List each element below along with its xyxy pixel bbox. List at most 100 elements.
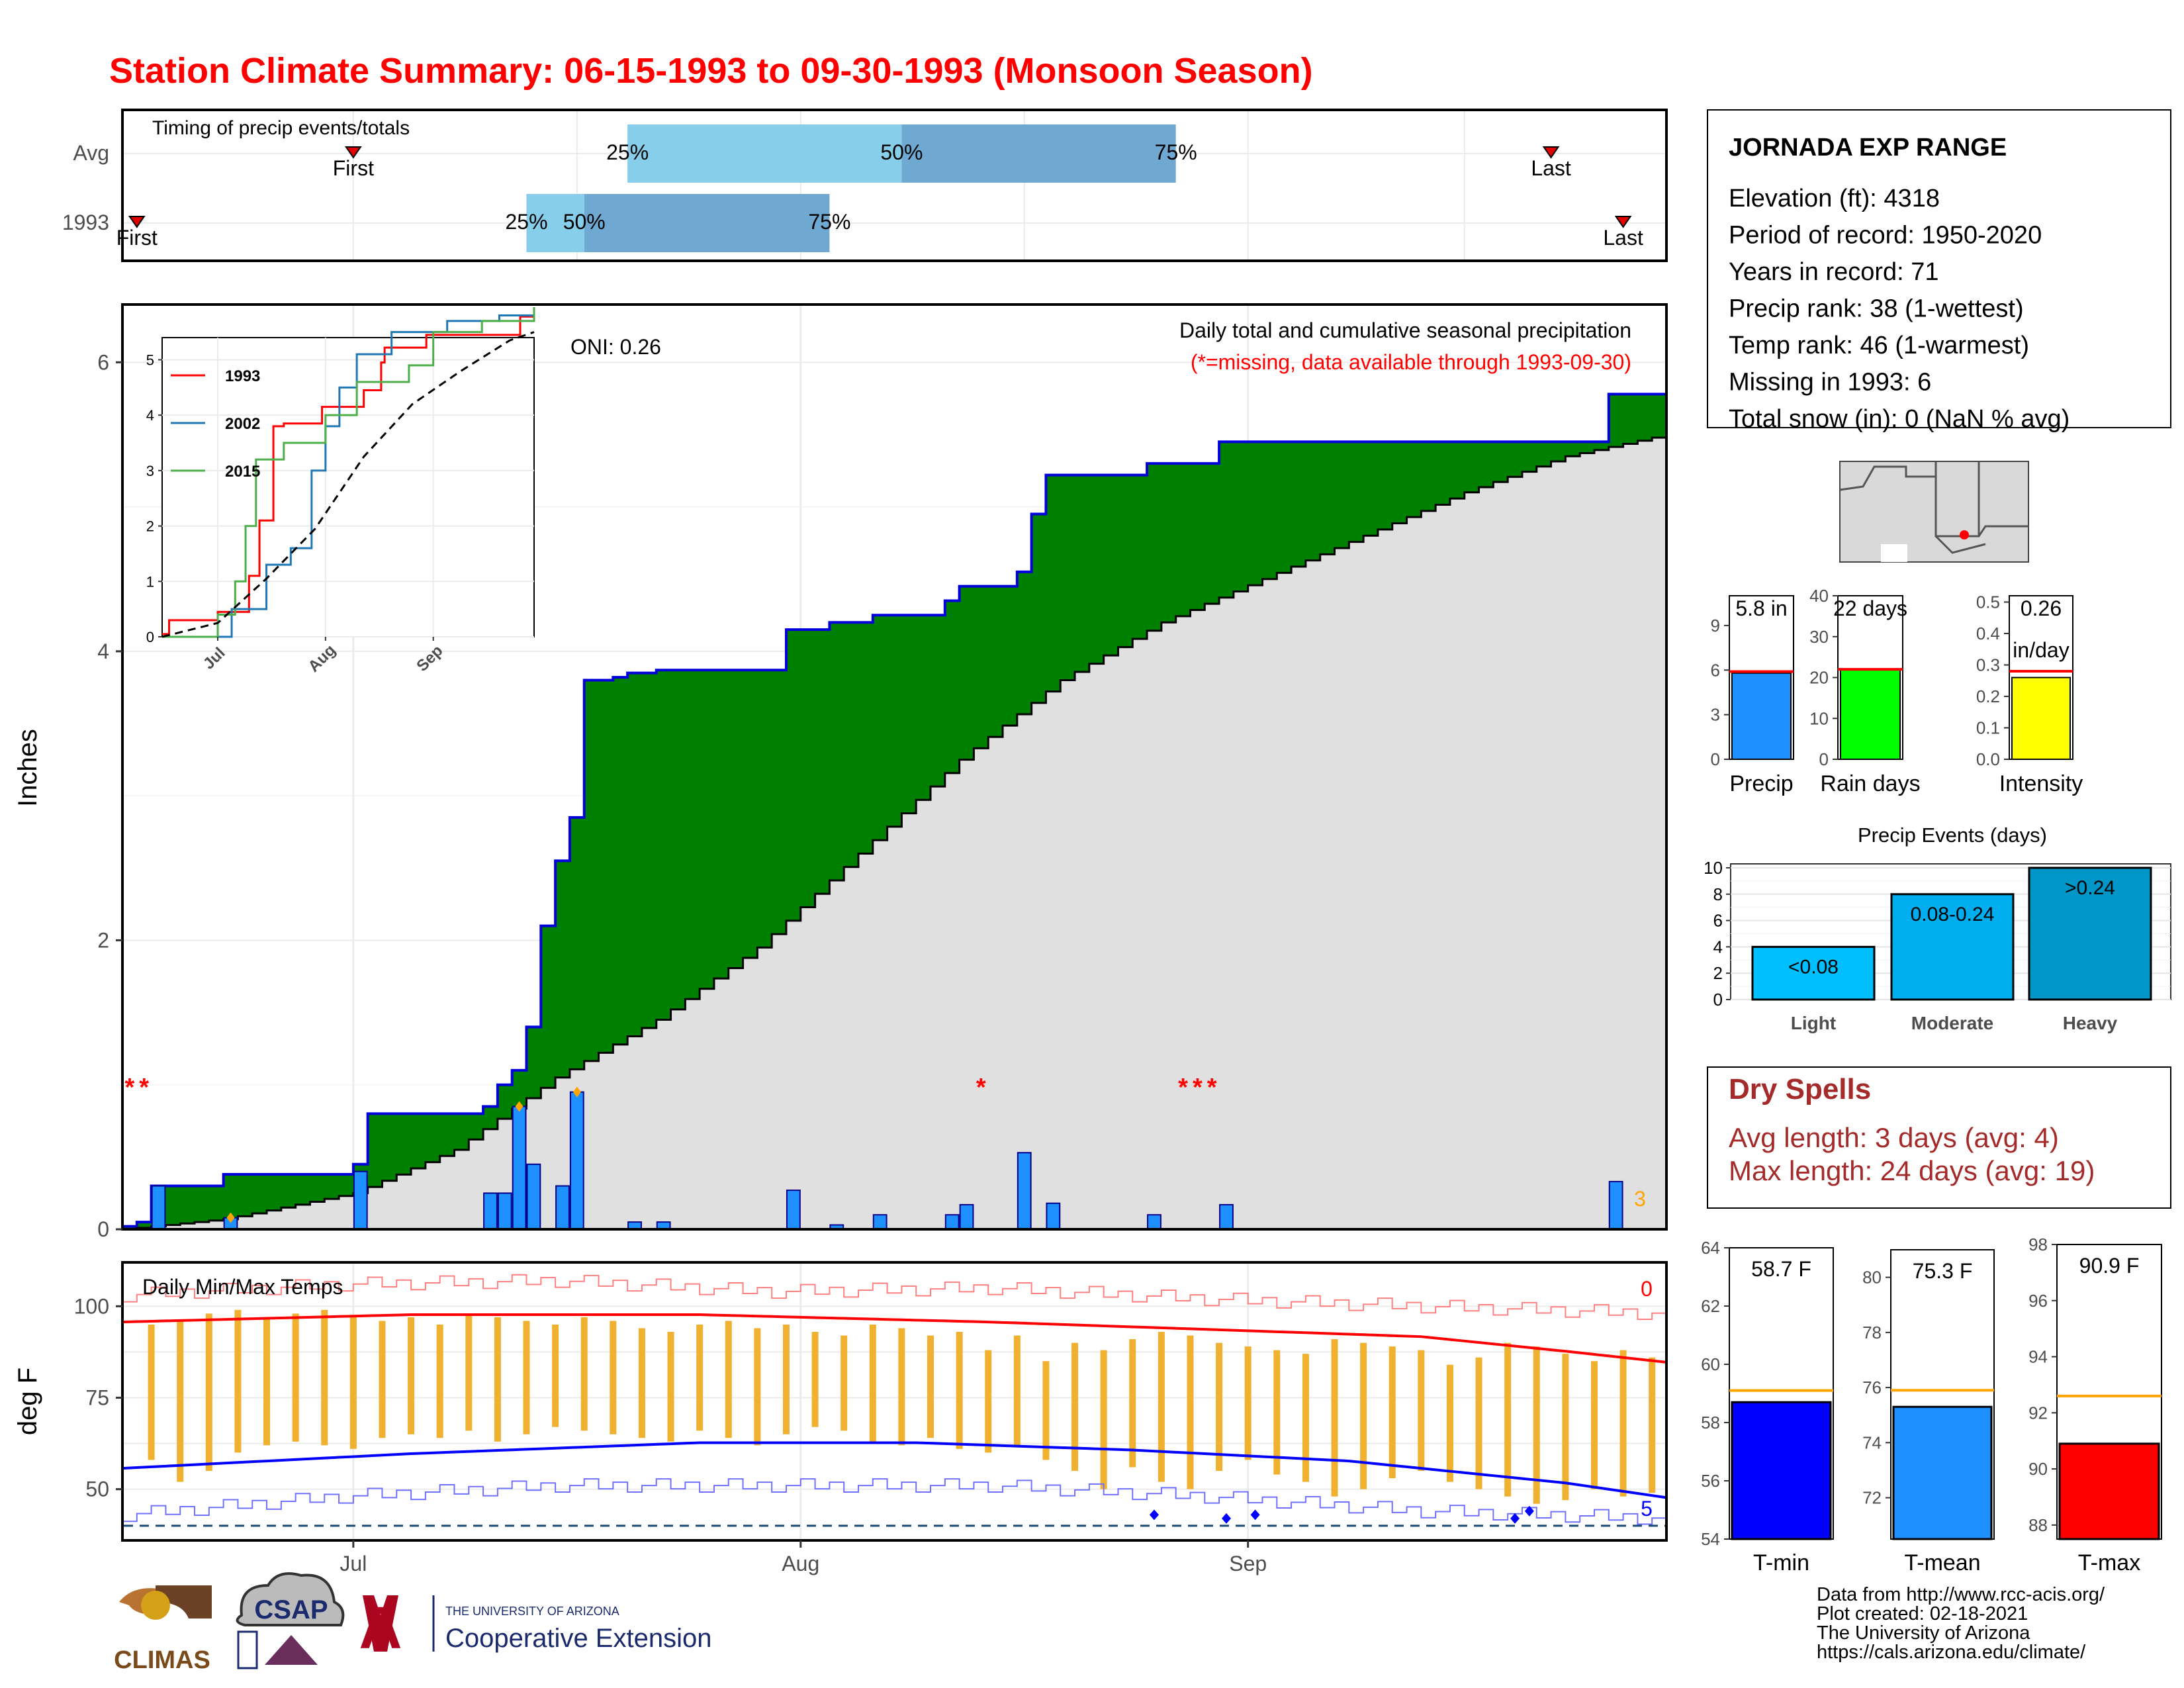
surplus-area [1060,475,1075,680]
ua-logo: A THE UNIVERSITY OF ARIZONA Cooperative … [359,1595,711,1662]
temp-summary-ytick-label: 56 [1701,1471,1720,1491]
surplus-area [252,1174,267,1213]
summary-bar-label: Rain days [1820,771,1920,796]
surplus-area [872,615,888,841]
surplus-area [454,1113,469,1150]
surplus-area [1075,475,1090,673]
surplus-area [411,1113,426,1169]
record-low-marker [1149,1509,1159,1521]
surplus-area [1089,475,1105,664]
surplus-area [800,630,816,908]
daily-precip-bar [497,1192,512,1230]
daily-temp-range-bar [1360,1342,1367,1489]
precip-subtitle: (*=missing, data available through 1993-… [1191,350,1631,374]
pct50-label: 50% [563,210,606,234]
daily-temp-range-bar [725,1321,732,1438]
summary-ytick-label: 0 [1711,749,1720,769]
csap-logo: CSAP [236,1572,345,1669]
inset-ytick-label: 1 [146,573,154,590]
surplus-area [1508,442,1523,477]
daily-temp-range-bar [754,1328,761,1446]
climas-logo: CLIMAS [114,1585,212,1674]
summary-bar-3 [2011,677,2071,760]
temp-summary-bar-3 [2058,1442,2160,1540]
footer-line-3: The University of Arizona [1817,1622,2030,1644]
daily-temp-range-bar [1446,1364,1453,1482]
daily-precip-bar [1219,1203,1234,1231]
dry-spells-avg: Avg length: 3 days (avg: 4) [1729,1122,2059,1153]
daily-record-marker [515,1101,523,1112]
first-marker-icon [344,146,362,159]
summary-ytick-label: 10 [1809,708,1829,728]
precip-ytick-label: 6 [97,350,109,374]
surplus-area [1421,442,1436,511]
surplus-area [136,1222,152,1228]
daily-temp-range-bar [379,1321,386,1438]
surplus-area [656,670,672,1020]
record-low-marker [1524,1505,1534,1517]
surplus-area [512,1070,527,1109]
temp-line-avg-max [122,1313,1667,1364]
daily-temp-range-bar [263,1317,271,1446]
summary-bar-label: Precip [1729,771,1793,796]
timing-bar-q25-q50 [627,124,902,183]
daily-temp-range-bar [1302,1354,1309,1482]
precip-ytick-label: 0 [97,1217,109,1241]
summary-ytick-label: 20 [1809,668,1829,688]
temp-summary-label: T-max [2078,1550,2140,1575]
summary-ytick-label: 6 [1711,660,1720,680]
summary-value-text2: in/day [2013,638,2069,662]
daily-temp-range-bar [552,1324,559,1427]
surplus-area [1406,442,1422,518]
surplus-area [1522,442,1537,472]
surplus-area [959,586,975,760]
temp-summary-ytick-label: 80 [1862,1268,1882,1288]
events-bar [2028,867,2152,1001]
station-line-3: Years in record: 71 [1729,258,1939,286]
daily-precip-bar [1046,1202,1061,1230]
surplus-area [844,622,859,867]
surplus-area [1608,394,1624,447]
events-category-label: Moderate [1911,1013,1993,1033]
footer-line-4: https://cals.arizona.edu/climate/ [1817,1642,2086,1663]
summary-value-text: 5.8 in [1735,596,1787,620]
events-ytick-label: 10 [1704,858,1723,878]
events-ytick-label: 4 [1713,937,1723,957]
location-map [1839,461,2029,563]
x-tick-label: Aug [782,1552,819,1575]
inset-ytick-label: 5 [146,352,154,368]
temp-summary-label: T-min [1753,1550,1809,1575]
events-bar-label: >0.24 [2065,877,2115,899]
dry-spells-max: Max length: 24 days (avg: 19) [1729,1155,2095,1186]
timing-bar-q25-q50 [526,194,584,252]
surplus-area [887,615,903,827]
events-bar-label: 0.08-0.24 [1911,904,1995,925]
events-ytick-label: 8 [1713,884,1723,904]
surplus-area [1103,475,1119,656]
daily-temp-range-bar [321,1309,328,1446]
events-category-label: Heavy [2063,1013,2118,1033]
events-bar-label: <0.08 [1788,956,1839,978]
daily-temp-range-bar [1649,1357,1656,1493]
temp-summary-value: 75.3 F [1913,1259,1973,1283]
temp-ylabel: deg F [13,1368,42,1435]
daily-temp-range-bar [956,1332,963,1449]
temp-ytick-label: 100 [74,1294,109,1318]
pct75-label: 75% [1155,140,1197,164]
temp-summary-bars: 58.7 F T-min 54 56 58 60 62 64 75.3 F T-mean 72 74 7… [1701,1235,2162,1575]
station-location-dot [1960,530,1969,539]
pct75-label: 75% [808,210,850,234]
dry-spells-title: Dry Spells [1729,1073,1871,1105]
daily-temp-range-bar [782,1324,790,1434]
surplus-area [757,670,772,948]
temp-summary-ytick-label: 98 [2028,1235,2048,1254]
surplus-area [469,1113,484,1140]
daily-temp-range-bar [292,1313,299,1442]
summary-ytick-label: 40 [1809,586,1829,606]
daily-temp-range-bar [1216,1342,1223,1471]
surplus-area [1046,475,1061,692]
temp-ytick-label: 75 [85,1385,109,1409]
timing-bar-q50-q75 [901,124,1176,183]
temp-summary-ytick-label: 90 [2028,1459,2048,1479]
dry-spells-box: Dry Spells Avg length: 3 days (avg: 4) M… [1707,1066,2171,1209]
